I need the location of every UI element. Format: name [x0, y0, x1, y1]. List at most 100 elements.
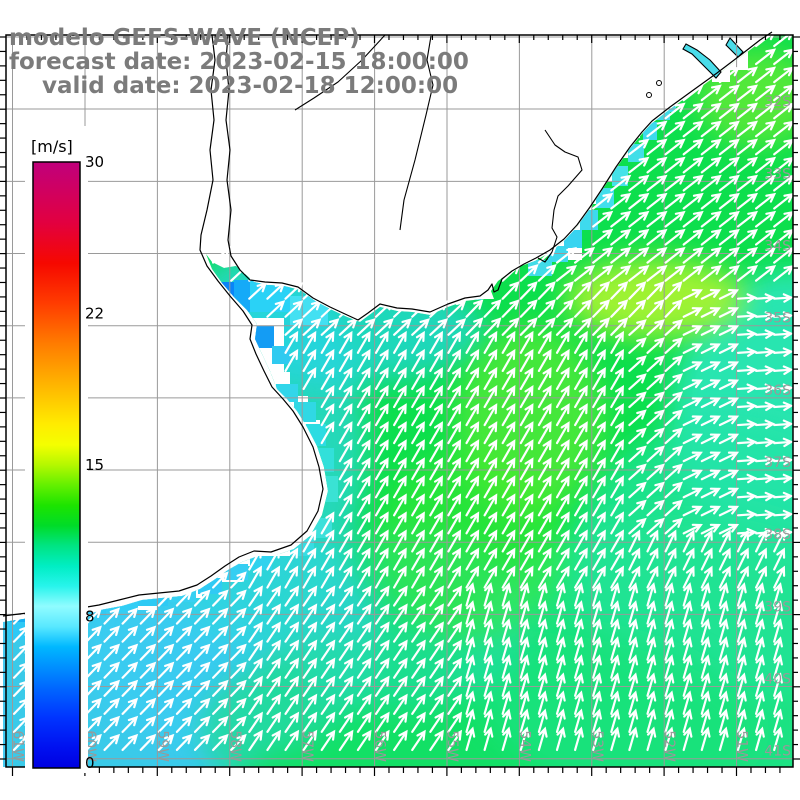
wind-arrow [338, 318, 358, 336]
wind-arrow [411, 711, 426, 733]
wind-arrow [646, 337, 665, 354]
wind-arrow [429, 729, 444, 752]
wind-arrow [429, 693, 444, 715]
wind-arrow [555, 265, 578, 282]
wind-arrow [773, 582, 783, 607]
wind-arrow [230, 264, 250, 282]
wind-arrow [519, 457, 534, 481]
wind-arrow [284, 348, 299, 372]
wind-arrow [718, 265, 740, 282]
wind-arrow [773, 600, 783, 625]
lon-label: 53W [589, 730, 605, 762]
wind-arrow [465, 439, 480, 463]
wind-arrow [393, 639, 408, 661]
wind-arrow [447, 330, 462, 354]
wind-arrow [284, 621, 300, 643]
wind-arrow [519, 385, 534, 409]
wind-arrow [610, 439, 624, 463]
wind-arrow [773, 419, 794, 430]
wind-arrow [718, 84, 740, 102]
wind-arrow [555, 600, 566, 625]
wind-arrow [646, 499, 665, 517]
wind-arrow [646, 618, 657, 643]
wind-arrow [592, 672, 602, 697]
wind-arrow [736, 228, 759, 246]
wind-arrow [429, 675, 444, 697]
wind-arrow [592, 708, 602, 733]
wind-arrow [574, 475, 588, 499]
wind-arrow [338, 621, 354, 643]
wind-arrow [356, 385, 371, 409]
wind-arrow [193, 733, 211, 752]
wind-arrow [682, 600, 693, 625]
wind-arrow [628, 409, 647, 427]
wind-arrow [519, 618, 530, 643]
wind-arrow [555, 582, 566, 607]
wind-arrow [483, 385, 498, 409]
wind-arrow [374, 511, 389, 535]
wind-arrow [212, 733, 229, 752]
wind-arrow [736, 365, 758, 375]
wind-arrow [755, 246, 777, 264]
wind-arrow [628, 210, 650, 228]
wind-arrow [320, 657, 336, 679]
wind-arrow [574, 348, 588, 372]
wind-arrow [773, 383, 794, 394]
wind-arrow [682, 84, 704, 102]
wind-arrow [465, 385, 480, 409]
wind-arrow [664, 409, 683, 427]
wind-arrow [592, 654, 602, 679]
wind-arrow [175, 607, 193, 625]
wind-arrow [664, 726, 675, 752]
wind-arrow [736, 84, 759, 102]
wind-arrow [338, 565, 353, 589]
wind-arrow [718, 433, 740, 445]
wind-arrow [429, 511, 443, 535]
wind-arrow [700, 636, 711, 661]
wind-arrow [664, 529, 677, 553]
wind-arrow [682, 289, 703, 300]
wind-arrow [592, 299, 611, 318]
wind-arrow [320, 511, 335, 535]
wind-arrow [175, 679, 193, 697]
wind-arrow [773, 654, 783, 679]
coastline-south-shore [2, 34, 324, 617]
wind-arrow [755, 491, 776, 502]
colorbar-tick-label: 8 [85, 608, 95, 626]
wind-arrow [248, 585, 263, 607]
wind-arrow [574, 708, 584, 733]
wind-arrow [85, 661, 102, 679]
wind-arrow [628, 427, 647, 445]
wind-arrow [628, 672, 639, 697]
wind-arrow [483, 565, 498, 589]
wind-arrow [755, 455, 776, 466]
wind-arrow [682, 565, 695, 589]
colorbar-tick-label: 22 [85, 305, 104, 323]
wind-arrow [157, 697, 175, 715]
wind-arrow [736, 419, 758, 430]
wind-arrow [447, 675, 463, 697]
wind-arrow [447, 711, 463, 733]
wind-arrow [700, 265, 722, 282]
wind-arrow [266, 565, 281, 589]
wind-arrow [338, 585, 354, 607]
wind-arrow [718, 505, 740, 517]
wind-arrow [755, 84, 777, 102]
wind-arrow [646, 265, 668, 282]
wind-arrow [501, 421, 516, 445]
wind-arrow [628, 299, 647, 318]
wind-arrow [302, 282, 322, 300]
wind-arrow [664, 499, 683, 517]
wind-arrow [537, 582, 548, 607]
wind-arrow [447, 657, 463, 679]
wind-arrow [374, 366, 389, 391]
wind-arrow [537, 439, 552, 463]
wind-arrow [755, 726, 765, 752]
wind-arrow [501, 582, 512, 607]
wind-arrow [85, 733, 102, 752]
wind-arrow [664, 210, 686, 228]
wind-arrow [574, 582, 584, 607]
wind-arrow [284, 565, 299, 589]
wind-arrow [718, 325, 740, 336]
